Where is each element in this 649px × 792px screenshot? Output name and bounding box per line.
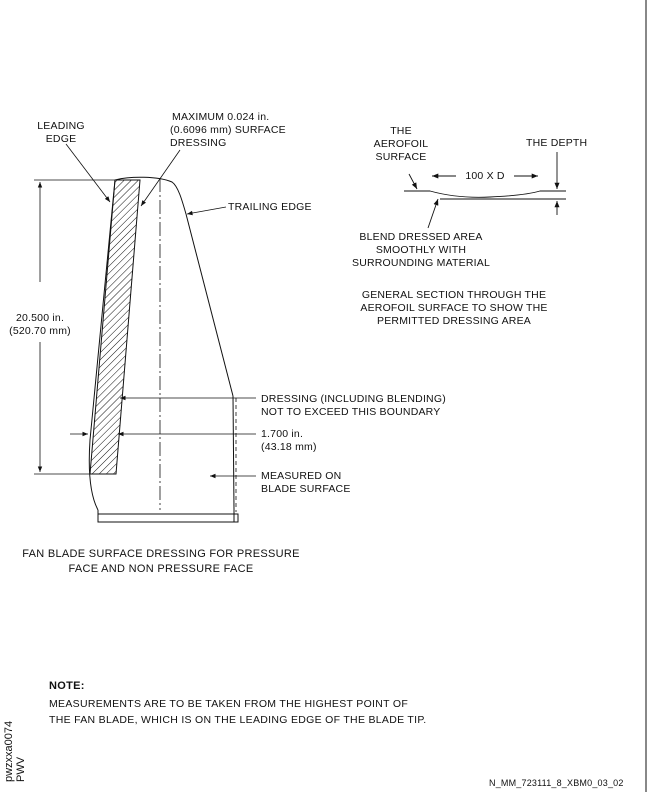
depth-label: THE DEPTH (526, 137, 588, 149)
note-heading: NOTE: (49, 680, 85, 692)
trailing-edge-label: TRAILING EDGE (228, 201, 312, 213)
trailing-edge-leader (186, 206, 227, 216)
general-section-label: GENERAL SECTION THROUGH THE AEROFOIL SUR… (360, 289, 548, 327)
side-code-labels: pwzxxa0074 PWV (3, 720, 27, 782)
leading-edge-leader (65, 143, 111, 203)
dressing-area-hatch (89, 179, 141, 475)
blend-area-label: BLEND DRESSED AREA SMOOTHLY WITH SURROUN… (352, 231, 490, 269)
note-line-2: THE FAN BLADE, WHICH IS ON THE LEADING E… (49, 714, 427, 726)
length-dimension-label: 20.500 in. (520.70 mm) (2, 312, 78, 338)
fan-blade-outline (88, 176, 239, 523)
maximum-dressing-label: MAXIMUM 0.024 in. (0.6096 mm) SURFACE DR… (170, 111, 286, 149)
aerofoil-surface-label: THE AEROFOIL SURFACE (373, 125, 429, 163)
depth-ratio-label: 100 X D (465, 170, 505, 182)
width-dimension-label: 1.700 in. (43.18 mm) (261, 428, 317, 453)
length-dimension (34, 179, 115, 475)
dressing-boundary-label: DRESSING (INCLUDING BLENDING) NOT TO EXC… (261, 393, 446, 418)
figure-reference: N_MM_723111_8_XBM0_03_02 (489, 778, 624, 788)
leading-edge-label: LEADING EDGE (37, 120, 85, 145)
figure-caption: FAN BLADE SURFACE DRESSING FOR PRESSURE … (22, 548, 300, 575)
aerofoil-section-view (404, 152, 566, 229)
note-line-1: MEASUREMENTS ARE TO BE TAKEN FROM THE HI… (49, 698, 409, 710)
max-dressing-leader (140, 149, 181, 207)
measured-on-label: MEASURED ON BLADE SURFACE (261, 470, 351, 495)
